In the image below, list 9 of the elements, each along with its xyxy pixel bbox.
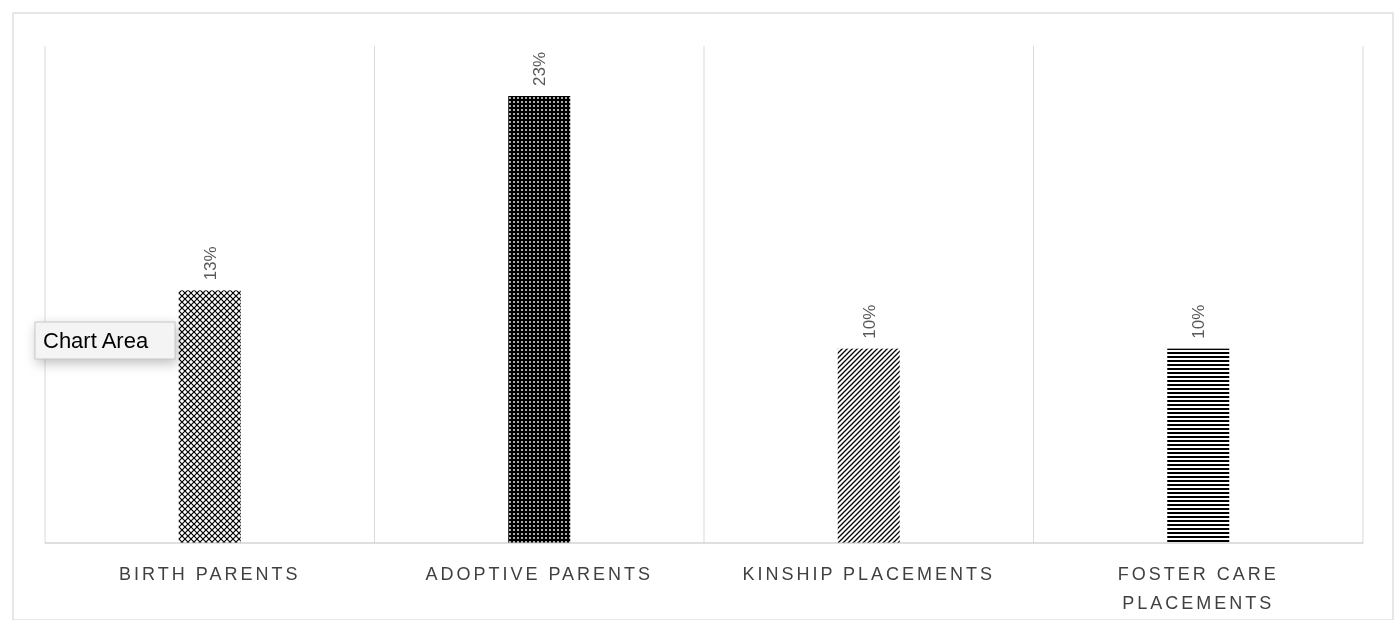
data-label: 10% — [1189, 304, 1209, 339]
annotation: Chart Area — [43, 328, 149, 353]
x-tick-label: FOSTER CARE PLACEMENTS — [1117, 564, 1279, 613]
data-label: 13% — [200, 246, 220, 281]
data-label: 23% — [530, 51, 550, 86]
x-tick-label: ADOPTIVE PARENTS — [425, 564, 654, 584]
x-tick-label: KINSHIP PLACEMENTS — [742, 564, 996, 584]
x-tick-label: BIRTH PARENTS — [119, 564, 301, 584]
data-label: 10% — [859, 304, 879, 339]
